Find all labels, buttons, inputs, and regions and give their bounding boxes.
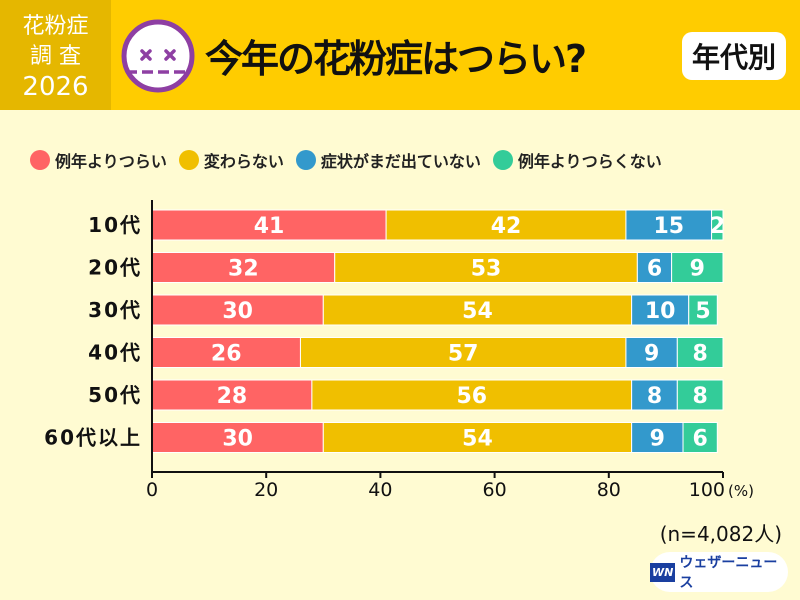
data-label: 54 <box>462 427 493 452</box>
data-label: 9 <box>650 427 665 452</box>
dizzy-face-icon <box>121 19 195 93</box>
bar-segment <box>625 337 678 368</box>
legend-swatch <box>492 150 513 170</box>
x-tick-label: 0 <box>146 479 158 501</box>
data-label: 8 <box>693 384 708 409</box>
logo-mark: WN <box>650 562 676 582</box>
category-label: 40代 <box>88 341 142 365</box>
bar-segment <box>676 379 724 411</box>
bar-segment <box>151 209 387 241</box>
x-unit-label: (%) <box>728 482 754 500</box>
legend-item: 例年よりつらくない <box>492 148 662 172</box>
data-label: 10 <box>645 299 676 324</box>
category-label: 10代 <box>88 213 142 237</box>
logo-text: ウェザーニュース <box>679 555 778 591</box>
bar-segment <box>682 422 718 453</box>
legend-label: 症状がまだ出ていない <box>320 152 481 171</box>
legend: 例年よりつらい 変わらない 症状がまだ出ていない 例年よりつらくない <box>30 148 662 172</box>
data-label: 9 <box>644 342 659 367</box>
legend-swatch <box>178 150 199 170</box>
sample-size: (n=4,082人) <box>659 522 782 546</box>
category-label: 30代 <box>88 298 142 322</box>
badge-line: 花粉症 <box>22 14 89 39</box>
bar-segment <box>322 422 633 453</box>
data-label: 2 <box>710 214 725 239</box>
bar-segment <box>671 252 724 283</box>
data-label: 30 <box>222 299 253 324</box>
legend-label: 例年よりつらい <box>55 152 167 171</box>
bar-segment <box>676 337 724 368</box>
legend-item: 症状がまだ出ていない <box>295 148 481 172</box>
bar-segment <box>334 252 638 283</box>
x-tick-label: 80 <box>597 479 621 501</box>
bar-segment <box>631 294 690 326</box>
x-tick-label: 20 <box>254 479 278 501</box>
bar-segment <box>311 379 633 411</box>
legend-label: 例年よりつらくない <box>517 152 662 171</box>
weathernews-logo: WN ウェザーニュース <box>650 552 788 592</box>
x-tick-label: 40 <box>368 479 392 501</box>
bar-segment <box>322 294 633 326</box>
legend-label: 変わらない <box>203 152 284 171</box>
page-title: 今年の花粉症はつらい? <box>205 37 587 81</box>
data-label: 57 <box>448 342 479 367</box>
legend-swatch <box>30 150 50 170</box>
category-label: 20代 <box>88 256 142 280</box>
data-label: 6 <box>693 427 708 452</box>
bar-segment <box>711 209 724 241</box>
bar-segment <box>631 422 684 453</box>
bar-segment <box>385 209 627 241</box>
data-label: 30 <box>222 427 253 452</box>
age-group-tag: 年代別 <box>681 32 786 80</box>
bar-segment <box>299 337 627 368</box>
data-label: 26 <box>211 342 242 367</box>
legend-item: 変わらない <box>178 148 284 172</box>
bar-segment <box>151 379 313 411</box>
category-label: 60代以上 <box>44 426 142 450</box>
survey-badge: 花粉症 調 査 2026 <box>0 0 111 110</box>
data-label: 9 <box>690 257 705 282</box>
data-label: 42 <box>491 214 522 239</box>
badge-line: 調 査 <box>30 44 81 69</box>
data-label: 53 <box>471 257 502 282</box>
bar-segment <box>636 252 673 283</box>
bar-segment <box>151 294 324 326</box>
data-label: 32 <box>228 257 259 282</box>
x-tick-label: 100 <box>689 479 725 501</box>
legend-swatch <box>295 150 316 170</box>
legend-item: 例年よりつらい <box>30 148 167 172</box>
badge-year: 2026 <box>22 72 89 102</box>
data-label: 5 <box>695 299 710 324</box>
data-label: 15 <box>653 214 684 239</box>
data-label: 54 <box>462 299 493 324</box>
bar-segment <box>688 294 718 326</box>
category-label: 50代 <box>88 383 142 407</box>
data-label: 8 <box>647 384 662 409</box>
data-label: 6 <box>647 257 662 282</box>
bar-segment <box>151 252 336 283</box>
bar-segment <box>631 379 678 411</box>
data-label: 8 <box>693 342 708 367</box>
data-label: 41 <box>254 214 285 239</box>
x-tick-label: 60 <box>483 479 507 501</box>
data-label: 56 <box>456 384 487 409</box>
data-label: 28 <box>217 384 248 409</box>
